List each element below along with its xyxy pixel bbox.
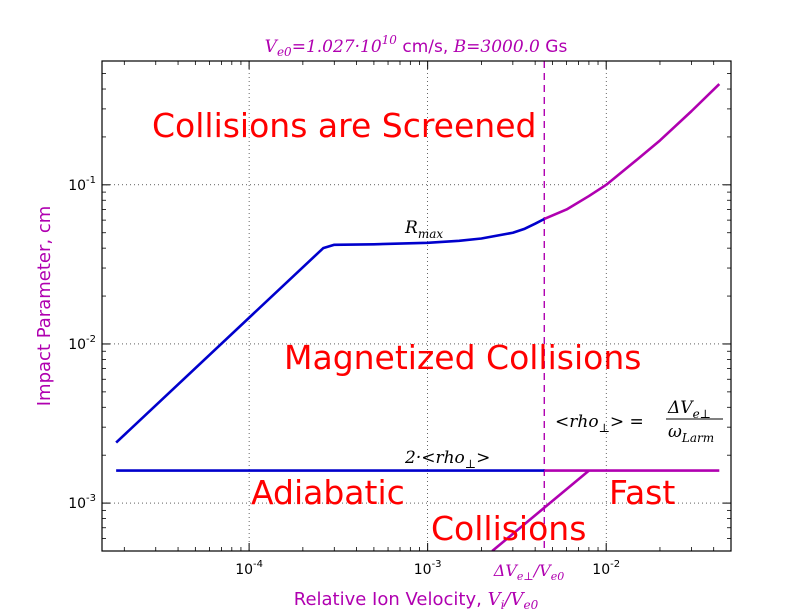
y-tick-label: 10-1 [68,175,96,194]
y-axis-label: Impact Parameter, cm [34,206,55,407]
y-tick-label: 10-2 [68,334,96,353]
svg-text:ΔVe⊥: ΔVe⊥ [667,398,711,421]
rho-formula: <rho⊥> = ΔVe⊥ ωLarm [555,398,723,445]
x-tick-label: 10-3 [414,559,442,578]
rmax-label: Rmax [404,218,443,241]
series-line-rmax-left [115,217,545,444]
series-line-rmax-right [543,83,721,221]
ticks: 10-4 10-3 10-2 10-3 10-2 10-1 [68,61,731,578]
svg-text:ωLarm: ωLarm [668,422,714,445]
svg-text:<rho⊥> =: <rho⊥> = [555,412,644,435]
region-screened: Collisions are Screened [152,106,536,145]
x-tick-label: 10-4 [235,559,263,578]
chart-title: Ve0=1.027·1010 cm/s, B=3000.0 Gs [265,33,568,59]
rho-label: 2·<rho⊥> [404,448,490,471]
x-tick-label: 10-2 [592,559,620,578]
region-magnetized: Magnetized Collisions [284,338,641,377]
plot-frame [101,60,732,552]
series-line-fast [491,469,590,551]
series-layer [115,61,721,551]
region-fast: Fast [609,473,675,512]
region-adiabatic: Adiabatic [251,473,405,512]
region-collisions: Collisions [431,509,586,548]
y-tick-label: 10-3 [68,493,96,512]
x-axis-label: Relative Ion Velocity, Vi/Ve0 [294,589,539,612]
threshold-label: ΔVe⊥/Ve0 [493,561,564,583]
